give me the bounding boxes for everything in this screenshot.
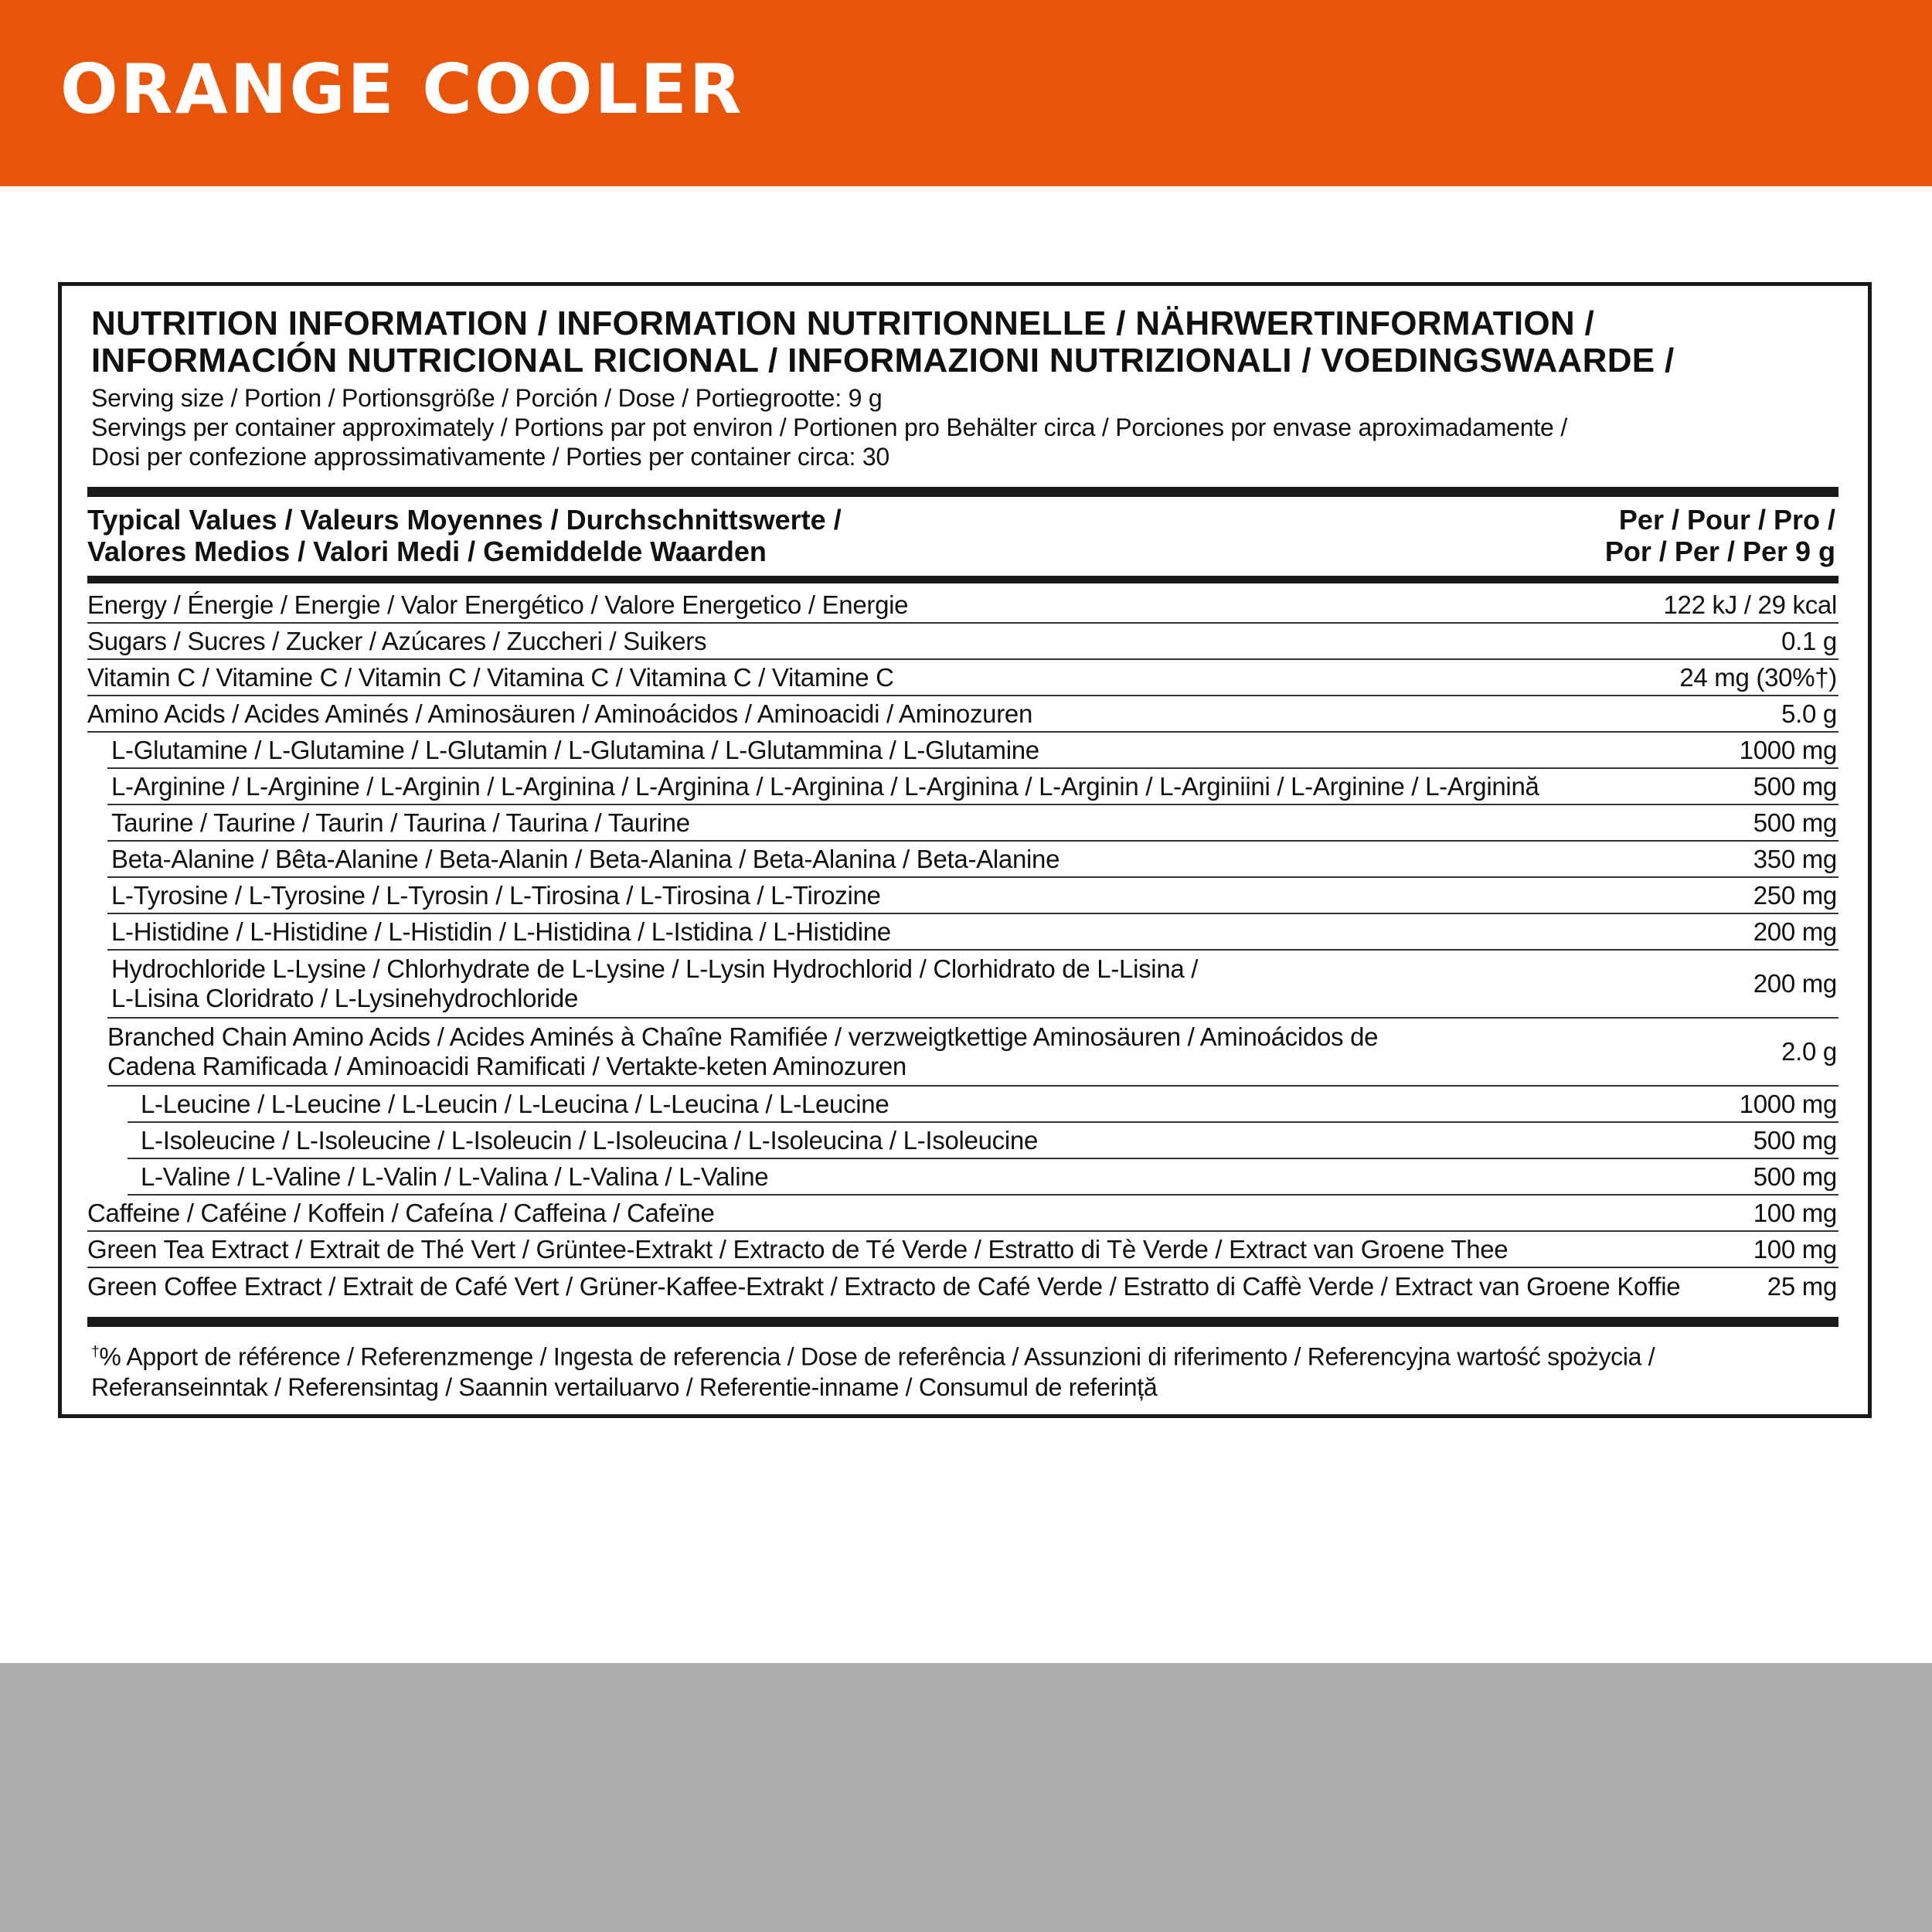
thick-divider [87, 487, 1838, 497]
nutrient-value: 1000 mg [1739, 1089, 1838, 1118]
table-row: Green Tea Extract / Extrait de Thé Vert … [87, 1232, 1838, 1268]
servings-per-container: Servings per container approximately / P… [91, 413, 1568, 441]
nutrient-value: 24 mg (30%†) [1679, 662, 1837, 692]
table-row: L-Tyrosine / L-Tyrosine / L-Tyrosin / L-… [107, 878, 1838, 914]
flavor-banner: ORANGE COOLER [0, 0, 1932, 186]
table-row: Caffeine / Caféine / Koffein / Cafeína /… [87, 1196, 1838, 1232]
table-row: Taurine / Taurine / Taurin / Taurina / T… [107, 805, 1838, 842]
nutrient-value: 350 mg [1753, 844, 1838, 873]
header-line: Valores Medios / Valori Medi / Gemiddeld… [87, 536, 767, 567]
panel-title: NUTRITION INFORMATION / INFORMATION NUTR… [91, 305, 1674, 379]
nutrient-name: L-Arginine / L-Arginine / L-Arginin / L-… [111, 771, 1539, 801]
table-row: Green Coffee Extract / Extrait de Café V… [87, 1268, 1838, 1304]
nutrient-value: 500 mg [1753, 771, 1838, 801]
header-line: Por / Per / Per 9 g [1604, 536, 1835, 567]
footnote: †% Apport de référence / Referenzmenge /… [91, 1337, 1655, 1403]
nutrient-value: 200 mg [1753, 969, 1838, 998]
serving-size: Serving size / Portion / Portionsgröße /… [91, 384, 883, 412]
footer-band [0, 1663, 1932, 1932]
dagger-mark: † [91, 1344, 100, 1360]
nutrient-value: 500 mg [1753, 1125, 1838, 1155]
serving-info: Serving size / Portion / Portionsgröße /… [91, 383, 1567, 471]
nutrition-panel: NUTRITION INFORMATION / INFORMATION NUTR… [58, 282, 1872, 1418]
table-row: Branched Chain Amino Acids / Acides Amin… [107, 1019, 1838, 1087]
thick-divider [87, 576, 1838, 583]
table-row: Energy / Énergie / Energie / Valor Energ… [87, 587, 1838, 624]
nutrient-value: 122 kJ / 29 kcal [1663, 590, 1838, 619]
nutrient-name: Hydrochloride L-Lysine / Chlorhydrate de… [111, 954, 1199, 1012]
nutrient-name: L-Tyrosine / L-Tyrosine / L-Tyrosin / L-… [111, 880, 881, 910]
table-row: L-Valine / L-Valine / L-Valin / L-Valina… [128, 1159, 1838, 1196]
table-row: L-Isoleucine / L-Isoleucine / L-Isoleuci… [128, 1123, 1838, 1159]
table-row: Hydrochloride L-Lysine / Chlorhydrate de… [107, 951, 1838, 1019]
table-row: L-Arginine / L-Arginine / L-Arginin / L-… [107, 769, 1838, 805]
nutrition-table: Energy / Énergie / Energie / Valor Energ… [87, 587, 1838, 1304]
nutrient-name: Branched Chain Amino Acids / Acides Amin… [107, 1022, 1379, 1080]
table-row: L-Leucine / L-Leucine / L-Leucin / L-Leu… [128, 1087, 1838, 1123]
footnote-line: Referanseinntak / Referensintag / Saanni… [91, 1372, 1158, 1401]
nutrient-value: 500 mg [1753, 808, 1838, 837]
nutrient-value: 2.0 g [1781, 1037, 1837, 1066]
flavor-title: ORANGE COOLER [60, 49, 744, 129]
title-line: INFORMACIÓN NUTRICIONAL RICIONAL / INFOR… [91, 342, 1675, 379]
nutrient-name: Amino Acids / Acides Aminés / Aminosäure… [87, 699, 1032, 728]
title-line: NUTRITION INFORMATION / INFORMATION NUTR… [91, 304, 1594, 342]
nutrient-value: 200 mg [1753, 917, 1838, 946]
nutrient-name: Taurine / Taurine / Taurin / Taurina / T… [111, 808, 690, 837]
table-row: L-Glutamine / L-Glutamine / L-Glutamin /… [107, 733, 1838, 769]
nutrient-value: 25 mg [1767, 1271, 1838, 1301]
nutrient-name: Vitamin C / Vitamine C / Vitamin C / Vit… [87, 662, 894, 692]
nutrient-value: 5.0 g [1781, 699, 1837, 728]
nutrient-name: L-Histidine / L-Histidine / L-Histidin /… [111, 917, 891, 946]
nutrient-name: Green Tea Extract / Extrait de Thé Vert … [87, 1234, 1509, 1264]
nutrient-value: 1000 mg [1739, 735, 1838, 764]
nutrient-name: Caffeine / Caféine / Koffein / Cafeína /… [87, 1198, 715, 1227]
table-row: L-Histidine / L-Histidine / L-Histidin /… [107, 914, 1838, 951]
nutrient-name: L-Valine / L-Valine / L-Valin / L-Valina… [141, 1162, 769, 1191]
table-row: Vitamin C / Vitamine C / Vitamin C / Vit… [87, 660, 1838, 696]
nutrient-value: 250 mg [1753, 880, 1838, 910]
nutrient-value: 100 mg [1753, 1198, 1838, 1227]
per-serving-header: Per / Pour / Pro / Por / Per / Per 9 g [1605, 504, 1835, 567]
nutrient-name: Beta-Alanine / Bêta-Alanine / Beta-Alani… [111, 844, 1060, 873]
nutrient-value: 0.1 g [1781, 626, 1837, 655]
nutrient-name: Green Coffee Extract / Extrait de Café V… [87, 1271, 1681, 1301]
nutrient-name: L-Leucine / L-Leucine / L-Leucin / L-Leu… [141, 1089, 889, 1118]
nutrient-name: Sugars / Sucres / Zucker / Azúcares / Zu… [87, 626, 707, 655]
nutrient-name: Energy / Énergie / Energie / Valor Energ… [87, 590, 909, 619]
typical-values-header: Typical Values / Valeurs Moyennes / Durc… [87, 504, 842, 567]
footnote-line: % Apport de référence / Referenzmenge / … [99, 1342, 1655, 1371]
thick-divider [87, 1317, 1838, 1327]
table-row: Beta-Alanine / Bêta-Alanine / Beta-Alani… [107, 842, 1838, 878]
table-row: Sugars / Sucres / Zucker / Azúcares / Zu… [87, 624, 1838, 660]
nutrient-name: L-Glutamine / L-Glutamine / L-Glutamin /… [111, 735, 1039, 764]
header-line: Per / Pour / Pro / [1618, 504, 1835, 536]
nutrient-value: 100 mg [1753, 1234, 1838, 1264]
table-row: Amino Acids / Acides Aminés / Aminosäure… [87, 696, 1838, 733]
header-line: Typical Values / Valeurs Moyennes / Durc… [87, 504, 842, 536]
nutrient-value: 500 mg [1753, 1162, 1838, 1191]
servings-per-container-cont: Dosi per confezione approssimativamente … [91, 443, 890, 471]
nutrient-name: L-Isoleucine / L-Isoleucine / L-Isoleuci… [141, 1125, 1039, 1155]
